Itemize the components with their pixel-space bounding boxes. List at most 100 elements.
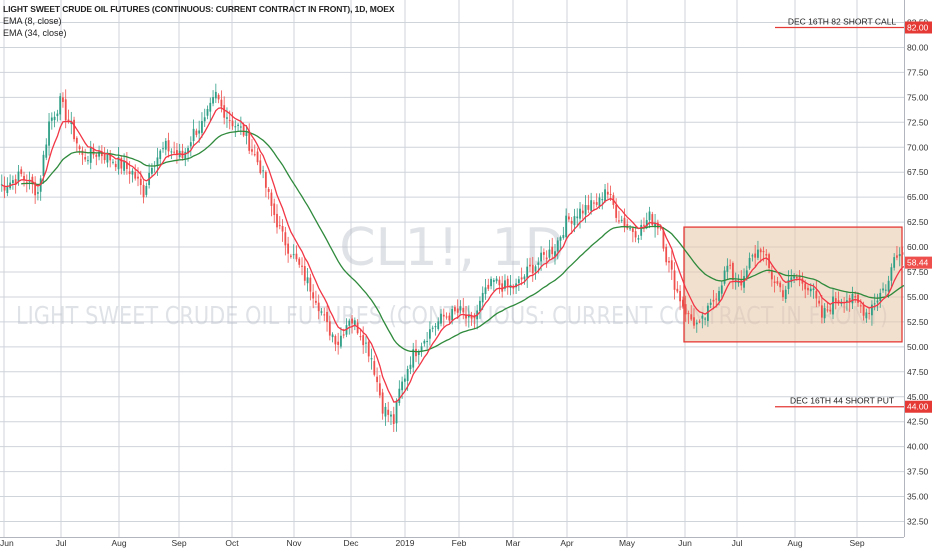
candle [531, 256, 534, 282]
candle [201, 112, 203, 138]
candle [681, 296, 684, 309]
candle [303, 258, 306, 286]
candle [367, 339, 370, 363]
candle [554, 244, 556, 265]
candle [590, 192, 593, 215]
candle [754, 244, 757, 267]
candle [620, 215, 623, 223]
candle [92, 143, 95, 159]
candle [440, 309, 442, 327]
candle [220, 90, 223, 113]
candle [323, 307, 326, 322]
candle [226, 107, 228, 128]
candle [412, 342, 415, 373]
candle [712, 289, 715, 310]
candle [884, 284, 887, 297]
candle [309, 273, 312, 301]
y-tick-label: 32.50 [907, 517, 929, 527]
x-tick-label: Jul [732, 538, 743, 548]
y-tick-label: 50.00 [907, 342, 929, 352]
candle [896, 245, 898, 261]
candle [112, 159, 114, 165]
candle [448, 312, 451, 324]
y-tick-label: 77.50 [907, 67, 929, 77]
candle [890, 263, 893, 287]
x-tick-label: Sep [849, 538, 864, 548]
candle [340, 327, 342, 349]
y-tick-label: 60.00 [907, 242, 929, 252]
candle [857, 292, 859, 307]
candle [498, 276, 501, 294]
candle [381, 388, 384, 420]
candle [459, 300, 462, 314]
y-tick-label: 35.00 [907, 492, 929, 502]
candle [62, 92, 64, 108]
candle [37, 186, 39, 201]
candle [526, 258, 529, 288]
candle [709, 298, 712, 309]
candle [640, 219, 643, 240]
candle [876, 293, 879, 311]
candle [326, 305, 328, 332]
x-tick-label: 2019 [396, 538, 415, 548]
candle [807, 285, 809, 295]
candle [162, 141, 164, 153]
candle [529, 257, 531, 273]
candle [757, 240, 759, 261]
time-axis[interactable] [0, 537, 904, 550]
candle [12, 175, 14, 190]
candle [256, 148, 259, 166]
candle [648, 206, 651, 229]
candle [328, 315, 331, 341]
chart-header: LIGHT SWEET CRUDE OIL FUTURES (CONTINUOU… [3, 3, 395, 39]
candle [109, 149, 112, 168]
candle [726, 258, 729, 280]
candle [370, 348, 373, 370]
candle [378, 375, 381, 399]
short-put-label: DEC 16TH 44 SHORT PUT [790, 396, 894, 406]
candle [245, 125, 248, 145]
x-tick-label: Dec [343, 538, 359, 548]
candle [420, 342, 423, 357]
candle [273, 198, 276, 224]
range-box[interactable] [683, 226, 903, 343]
candle [851, 286, 854, 310]
candle [815, 280, 818, 308]
candle [873, 293, 876, 311]
last-price-badge [905, 256, 932, 269]
candle [593, 200, 595, 212]
candle [351, 314, 353, 334]
candle [898, 247, 901, 267]
ema-fast-line[interactable] [1, 107, 909, 403]
candle [81, 146, 84, 165]
candle [687, 310, 690, 324]
x-tick-label: Jun [678, 538, 692, 548]
x-tick-label: Oct [225, 538, 239, 548]
candle [434, 322, 437, 336]
ema-slow-line[interactable] [21, 130, 909, 353]
candle [693, 308, 695, 329]
candles [0, 83, 909, 433]
price-axis[interactable] [904, 0, 932, 550]
candle [793, 273, 795, 283]
candle [629, 224, 631, 231]
candle [623, 208, 626, 233]
candle [467, 305, 470, 328]
candle [826, 302, 829, 313]
ema-slow-legend[interactable]: EMA (34, close) [3, 28, 67, 38]
candle [765, 249, 768, 266]
candle [492, 278, 495, 292]
x-tick-label: Aug [787, 538, 802, 548]
candle [264, 170, 267, 198]
y-tick-label: 70.00 [907, 142, 929, 152]
candle [392, 406, 395, 433]
candle [50, 112, 53, 130]
candle [773, 275, 776, 293]
ema-fast-legend[interactable]: EMA (8, close) [3, 16, 62, 26]
candle [198, 120, 201, 143]
candle [520, 267, 523, 286]
candle [134, 164, 137, 181]
candle [290, 253, 292, 259]
candle [737, 274, 740, 287]
